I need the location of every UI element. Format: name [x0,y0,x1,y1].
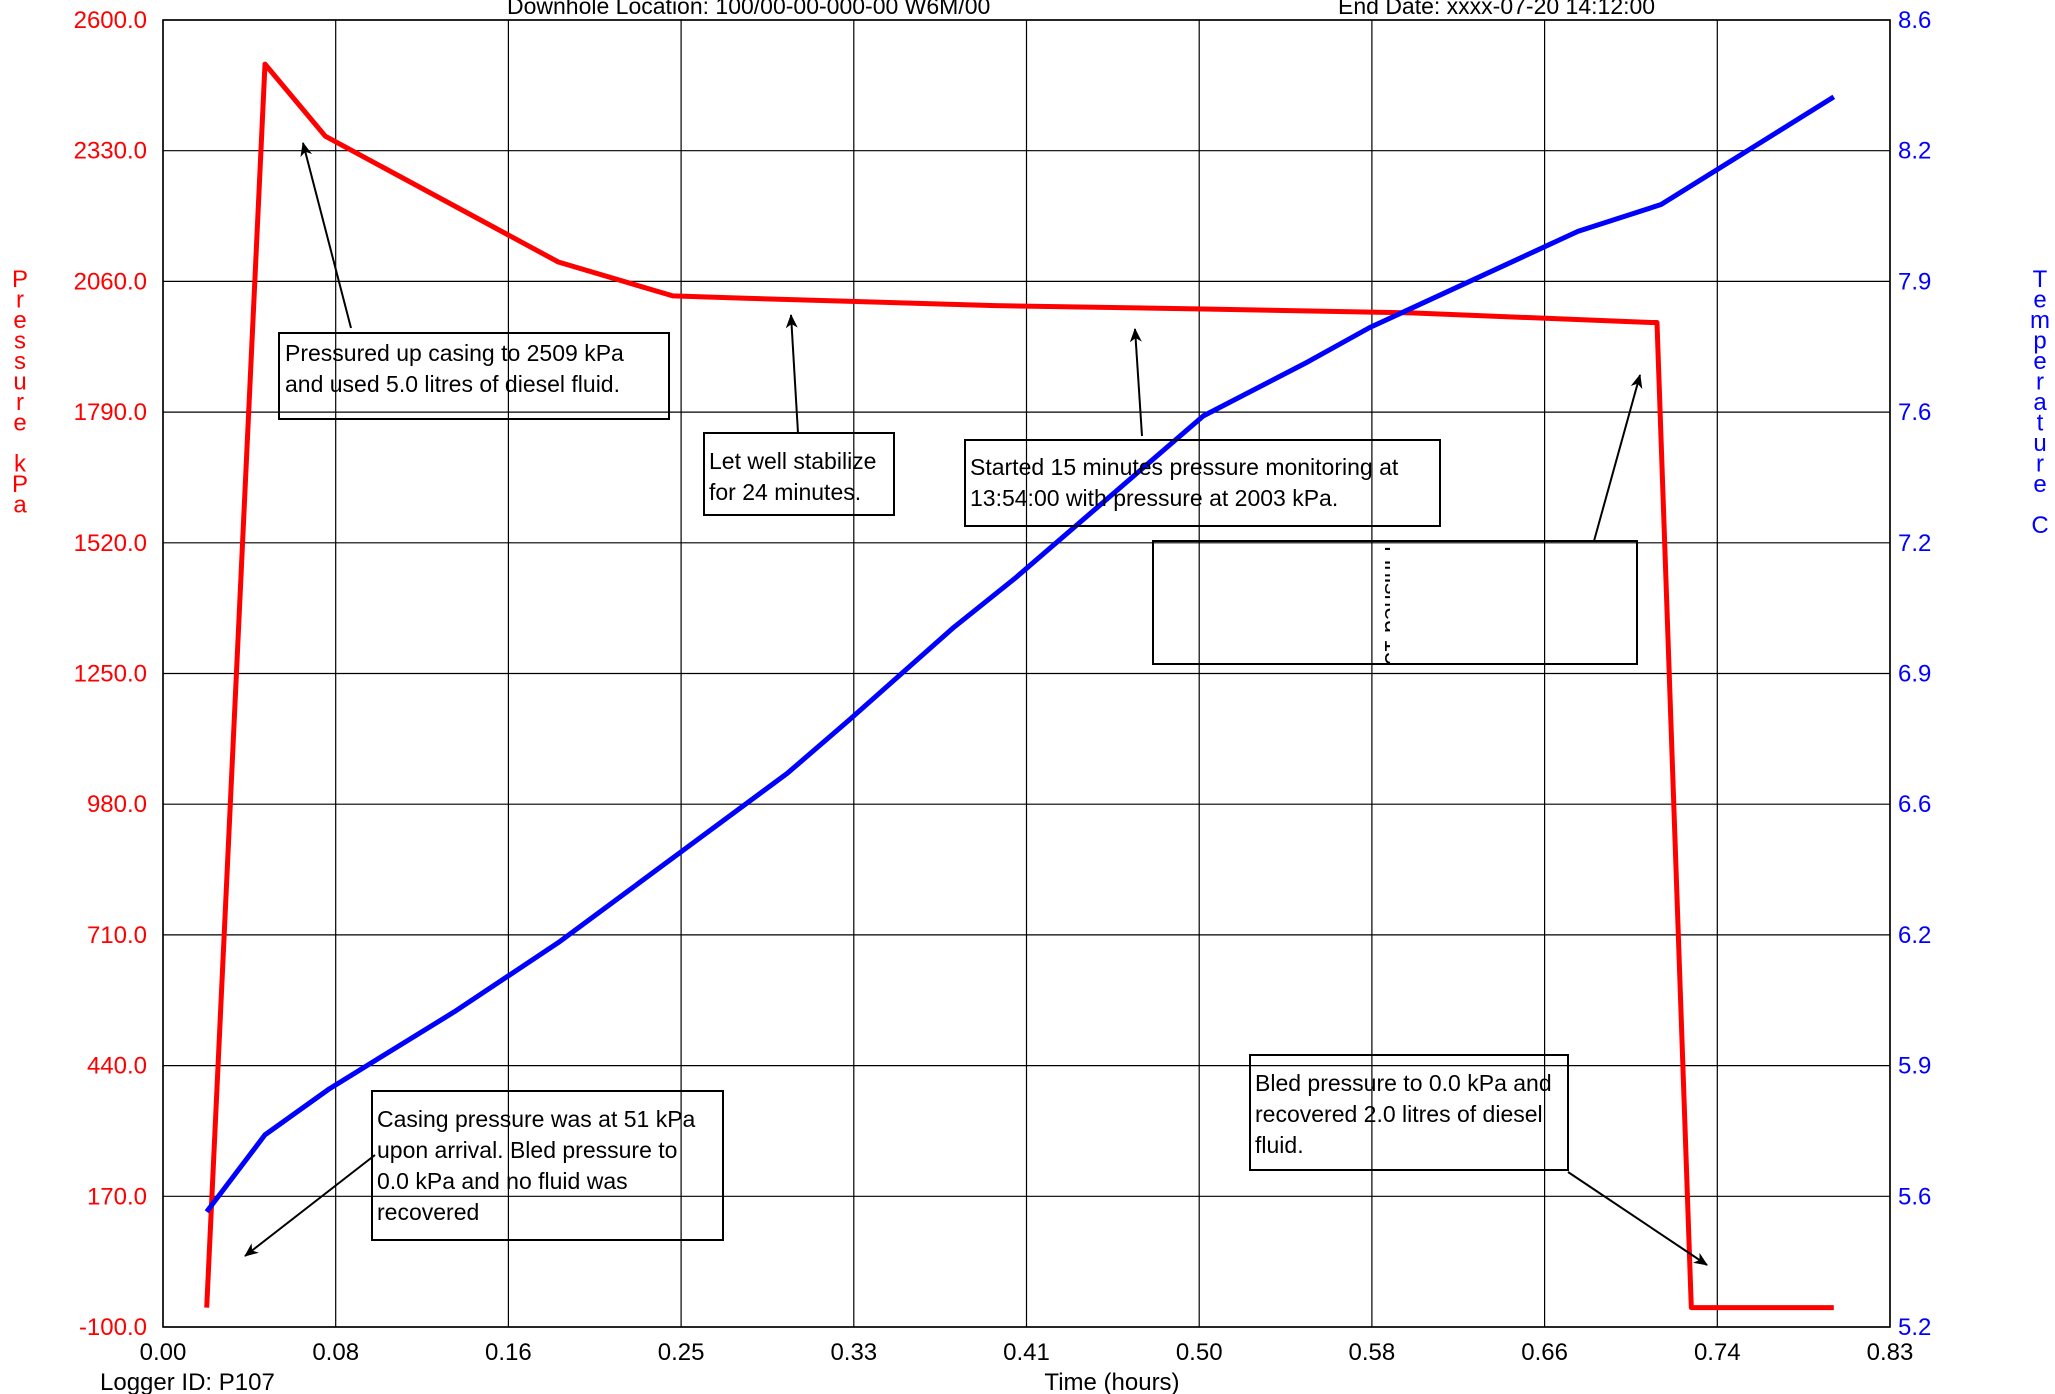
annotation-text: upon arrival. Bled pressure to [377,1137,677,1163]
annotation-arrow [300,142,352,329]
tick-labels: 0.00 0.08 0.16 0.25 0.33 0.41 0.50 0.58 0.66 0.74… [74,7,1932,1366]
y-tick-label-pressure: 1520.0 [74,530,147,557]
annotation-layer: Pressured up casing to 2509 kPa and used … [244,142,1708,1266]
y-tick-label-pressure: 1250.0 [74,661,147,688]
x-tick-label: 0.16 [485,1339,532,1366]
annotation-text: 0.0 kPa and no fluid was [377,1168,628,1194]
annotation-5: Casing pressure was at 51 kPa upon arriva… [244,1090,724,1257]
y-tick-label-temperature: 6.6 [1898,791,1931,818]
y-tick-label-temperature: 7.9 [1898,268,1931,295]
y-tick-label-temperature: 5.2 [1898,1314,1931,1341]
y-tick-label-temperature: 7.6 [1898,399,1931,426]
x-tick-label: 0.74 [1694,1339,1741,1366]
annotation-text: Started 15 minutes pressure monitoring a… [970,454,1399,480]
annotation-text: recovered 2.0 litres of diesel [1255,1101,1543,1127]
annotation-text: and used 5.0 litres of diesel fluid. [285,371,620,397]
logger-id-label: Logger ID: P107 [100,1369,275,1394]
y-tick-label-temperature: 8.2 [1898,138,1931,165]
annotation-box [1152,540,1638,665]
annotation-box [371,1090,724,1241]
annotation-6: Bled pressure to 0.0 kPa and recovered 2.… [1249,1054,1708,1266]
x-tick-label: 0.25 [658,1339,705,1366]
y-tick-label-temperature: 6.2 [1898,922,1931,949]
annotation-text: Pressured up casing to 2509 kPa [285,340,624,366]
x-tick-label: 0.00 [140,1339,187,1366]
x-axis-title: Time (hours) [1044,1369,1179,1394]
annotation-box [703,432,895,516]
y-tick-label-pressure: 1790.0 [74,399,147,426]
plot-frame [162,19,1891,1328]
x-tick-label: 0.58 [1349,1339,1396,1366]
x-tick-label: 0.83 [1867,1339,1914,1366]
annotation-text: 13:54:00 with pressure at 2003 kPa. [970,485,1338,511]
y-tick-label-temperature: 7.2 [1898,530,1931,557]
y-tick-label-temperature: 8.6 [1898,7,1931,34]
annotation-text: Bled pressure to 0.0 kPa and [1255,1070,1552,1096]
annotation-box [964,439,1441,527]
downhole-location-header: Downhole Location: 100/00-00-000-00 W6M/… [507,0,990,19]
y-tick-label-temperature: 6.9 [1898,661,1931,688]
x-tick-label: 0.41 [1003,1339,1050,1366]
annotation-arrow [1129,328,1143,437]
annotation-arrow [244,1154,376,1257]
annotation-text: recovered [377,1199,479,1225]
annotation-2: Let well stabilize for 24 minutes. [703,314,895,516]
x-tick-label: 0.50 [1176,1339,1223,1366]
annotation-arrow [1593,374,1643,542]
end-date-header: End Date: xxxx-07-20 14:12:00 [1338,0,1655,19]
y-tick-label-pressure: 170.0 [87,1183,147,1210]
annotation-box [1249,1054,1569,1171]
y-tick-label-pressure: 2330.0 [74,138,147,165]
y-tick-label-pressure: 710.0 [87,922,147,949]
chart-grid [162,19,1891,1328]
y-tick-label-pressure: 980.0 [87,791,147,818]
series-line-temperature [204,94,1836,1214]
annotation-box [278,332,670,420]
y-tick-label-pressure: -100.0 [79,1314,147,1341]
x-tick-label: 0.08 [312,1339,359,1366]
annotation-text: fluid. [1255,1132,1304,1158]
y-tick-label-pressure: 440.0 [87,1053,147,1080]
annotation-text: Casing pressure was at 51 kPa [377,1106,696,1132]
annotation-arrow [1567,1171,1708,1266]
annotation-1: Pressured up casing to 2509 kPa and used … [278,142,670,420]
x-tick-label: 0.66 [1521,1339,1568,1366]
annotation-4: Finished 15 [1152,374,1643,665]
x-tick-label: 0.33 [830,1339,877,1366]
annotation-arrow [785,314,799,434]
annotation-text: Let well stabilize [709,448,876,474]
annotation-3: Started 15 minutes pressure monitoring a… [964,328,1441,527]
series-line-pressure [204,61,1834,1311]
annotation-text: for 24 minutes. [709,479,861,505]
y-tick-label-temperature: 5.6 [1898,1183,1931,1210]
y-tick-label-pressure: 2060.0 [74,268,147,295]
annotation-text: Finished 15 [1380,546,1406,665]
y-tick-label-temperature: 5.9 [1898,1053,1931,1080]
series-layer [204,61,1836,1311]
y-tick-label-pressure: 2600.0 [74,7,147,34]
